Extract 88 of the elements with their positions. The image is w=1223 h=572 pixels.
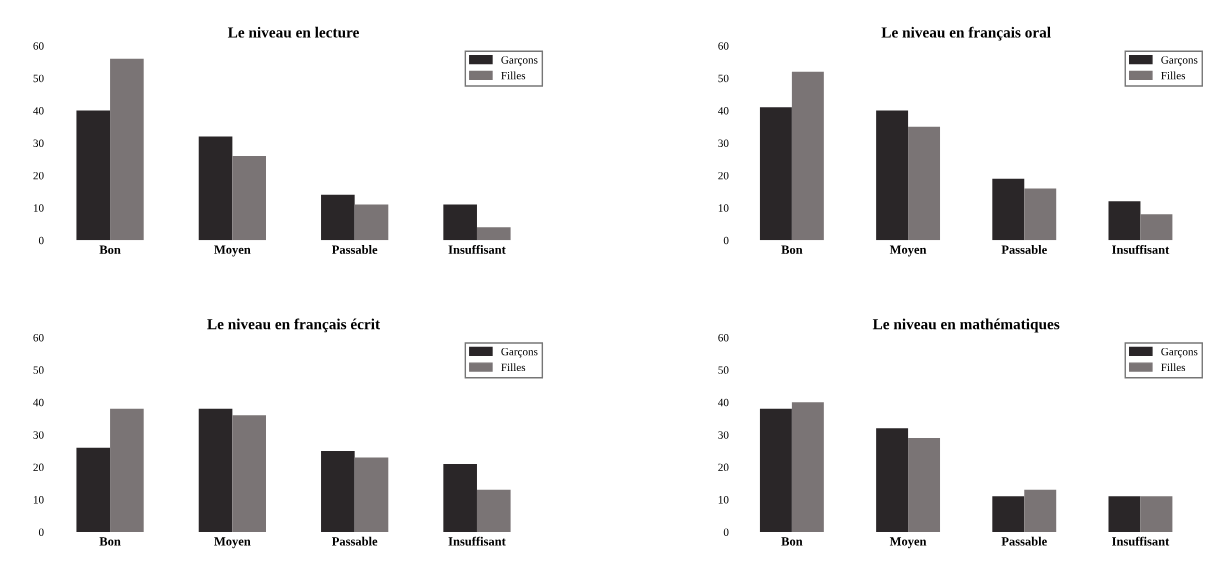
y-tick-label: 20 xyxy=(33,171,44,180)
bar xyxy=(908,126,941,241)
x-tick-label: Passable xyxy=(1001,245,1047,254)
bar xyxy=(1108,201,1141,241)
chart-title: Le niveau en français oral xyxy=(881,26,1051,41)
y-tick-label: 30 xyxy=(33,139,44,147)
bar xyxy=(321,194,355,241)
y-tick-label: 30 xyxy=(718,431,729,439)
x-tick-label: Moyen xyxy=(214,245,251,257)
bar xyxy=(354,204,389,241)
y-tick-label: 40 xyxy=(718,398,729,407)
legend-label: Filles xyxy=(501,71,526,80)
y-tick-label: 10 xyxy=(33,496,44,504)
chart-title: Le niveau en lecture xyxy=(227,26,359,38)
bar xyxy=(443,463,477,532)
bar xyxy=(76,447,111,532)
bar xyxy=(992,496,1025,532)
bar xyxy=(1140,496,1173,532)
bar xyxy=(791,402,824,532)
legend-label: Filles xyxy=(1161,71,1186,80)
chart-title: Le niveau en français écrit xyxy=(207,318,381,333)
bar xyxy=(1108,496,1141,532)
x-tick-label: Bon xyxy=(781,245,803,254)
y-tick-label: 30 xyxy=(33,431,44,439)
y-tick-label: 10 xyxy=(718,204,729,212)
bar xyxy=(759,408,792,532)
y-tick-label: 20 xyxy=(718,171,729,180)
x-tick-label: Passable xyxy=(331,245,378,254)
x-tick-label: Insuffisant xyxy=(1112,244,1170,254)
bar xyxy=(476,227,511,241)
x-tick-label: Insuffisant xyxy=(448,536,506,546)
y-tick-label: 60 xyxy=(718,42,729,50)
legend-label: Garçons xyxy=(1161,56,1198,66)
legend-label: Filles xyxy=(501,363,526,372)
x-tick-label: Moyen xyxy=(889,245,927,257)
y-tick-label: 50 xyxy=(718,366,729,374)
x-tick-label: Insuffisant xyxy=(448,244,506,254)
bar xyxy=(476,489,511,532)
bar xyxy=(232,415,266,532)
bar xyxy=(110,58,144,241)
y-tick-label: 20 xyxy=(718,463,729,472)
y-tick-label: 0 xyxy=(723,236,729,245)
bar xyxy=(876,428,909,532)
legend-label: Filles xyxy=(1161,363,1186,372)
y-tick-label: 0 xyxy=(38,236,44,245)
bar xyxy=(110,408,144,532)
x-tick-label: Moyen xyxy=(889,537,927,549)
x-tick-label: Bon xyxy=(99,537,121,546)
bar xyxy=(759,107,792,241)
y-tick-label: 40 xyxy=(33,107,44,115)
x-tick-label: Passable xyxy=(331,536,378,546)
legend-label: Garçons xyxy=(501,56,538,66)
x-tick-label: Moyen xyxy=(214,537,251,549)
bar xyxy=(198,408,233,532)
x-tick-label: Bon xyxy=(99,245,121,254)
bar xyxy=(354,457,389,532)
bar xyxy=(232,155,266,241)
bar xyxy=(791,71,824,241)
y-tick-label: 60 xyxy=(33,42,44,50)
bar xyxy=(198,136,233,241)
bar xyxy=(1024,188,1057,241)
bar xyxy=(908,437,941,532)
y-tick-label: 60 xyxy=(33,333,44,342)
x-tick-label: Passable xyxy=(1001,536,1047,546)
legend-label: Garçons xyxy=(501,347,538,358)
bar xyxy=(876,110,909,241)
bar xyxy=(321,450,355,532)
y-tick-label: 30 xyxy=(718,139,729,147)
chart-title: Le niveau en mathématiques xyxy=(872,318,1060,333)
x-tick-label: Bon xyxy=(781,537,803,546)
y-tick-label: 60 xyxy=(718,333,729,342)
y-tick-label: 50 xyxy=(33,74,44,83)
bar xyxy=(1140,214,1173,241)
bar xyxy=(992,178,1025,241)
y-tick-label: 10 xyxy=(718,496,729,504)
y-tick-label: 20 xyxy=(33,463,44,472)
bar xyxy=(76,110,111,241)
y-tick-label: 40 xyxy=(718,107,729,115)
y-tick-label: 10 xyxy=(33,204,44,212)
y-tick-label: 50 xyxy=(33,366,44,374)
y-tick-label: 0 xyxy=(723,528,729,536)
x-tick-label: Insuffisant xyxy=(1112,536,1170,546)
bar xyxy=(443,204,477,241)
legend-label: Garçons xyxy=(1161,347,1198,358)
y-tick-label: 40 xyxy=(33,398,44,407)
y-tick-label: 0 xyxy=(38,528,44,536)
bar xyxy=(1024,489,1057,532)
y-tick-label: 50 xyxy=(718,74,729,83)
